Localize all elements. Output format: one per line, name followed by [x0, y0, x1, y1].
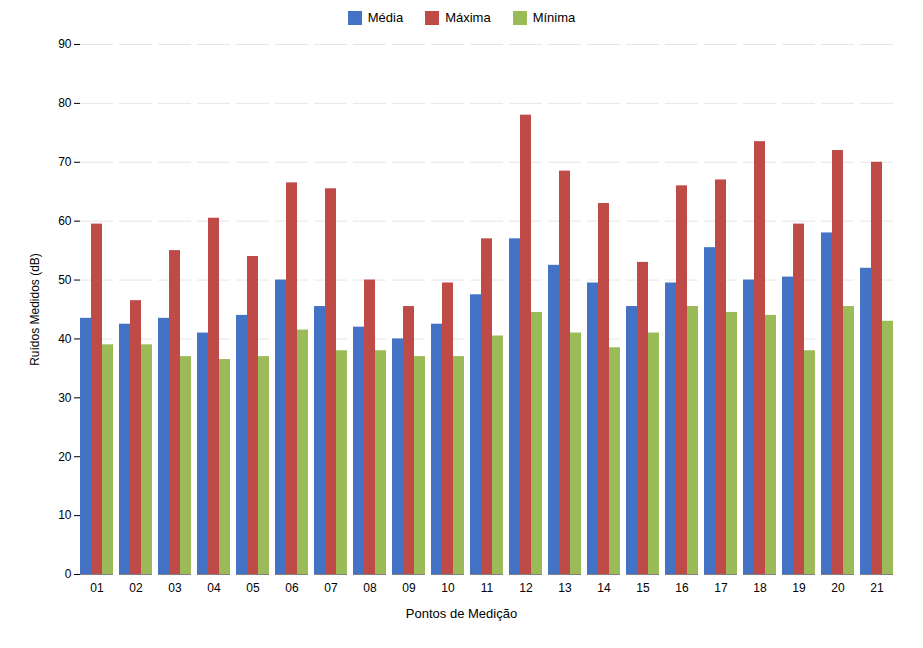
svg-text:04: 04 — [207, 581, 221, 595]
svg-text:05: 05 — [246, 581, 260, 595]
svg-text:30: 30 — [58, 391, 72, 405]
svg-text:14: 14 — [597, 581, 611, 595]
html-text:Máxima: Máxima — [445, 10, 491, 25]
svg-text:16: 16 — [675, 581, 689, 595]
html-text:Média: Média — [367, 10, 404, 25]
svg-text:21: 21 — [870, 581, 884, 595]
svg-text:80: 80 — [58, 96, 72, 110]
svg-text:08: 08 — [363, 581, 377, 595]
svg-text:01: 01 — [90, 581, 104, 595]
svg-text:40: 40 — [58, 332, 72, 346]
svg-text:12: 12 — [519, 581, 533, 595]
svg-text:13: 13 — [558, 581, 572, 595]
svg-text:03: 03 — [168, 581, 182, 595]
svg-text:70: 70 — [58, 155, 72, 169]
svg-text:18: 18 — [753, 581, 767, 595]
html-text:Mínima: Mínima — [532, 10, 576, 25]
svg-text:0: 0 — [65, 567, 72, 581]
svg-text:02: 02 — [129, 581, 143, 595]
svg-text:60: 60 — [58, 214, 72, 228]
svg-text:20: 20 — [58, 450, 72, 464]
html-text:Pontos de Medição: Pontos de Medição — [405, 606, 518, 621]
svg-text:17: 17 — [714, 581, 728, 595]
svg-text:15: 15 — [636, 581, 650, 595]
svg-text:19: 19 — [792, 581, 806, 595]
svg-text:90: 90 — [58, 37, 72, 51]
svg-text:07: 07 — [324, 581, 338, 595]
svg-text:11: 11 — [481, 581, 494, 595]
svg-text:06: 06 — [285, 581, 299, 595]
svg-text:09: 09 — [402, 581, 416, 595]
svg-text:20: 20 — [831, 581, 845, 595]
svg-text:Ruídos Medidos (dB): Ruídos Medidos (dB) — [28, 253, 42, 366]
svg-text:10: 10 — [441, 581, 455, 595]
svg-text:10: 10 — [58, 508, 72, 522]
svg-text:50: 50 — [58, 273, 72, 287]
